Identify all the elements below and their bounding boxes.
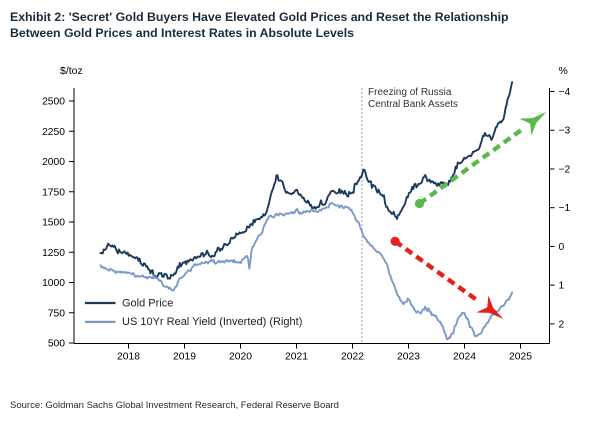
svg-text:2019: 2019	[173, 352, 196, 363]
svg-text:−3: −3	[559, 126, 571, 137]
svg-text:2250: 2250	[42, 127, 65, 138]
svg-text:$/toz: $/toz	[60, 65, 83, 77]
svg-text:2024: 2024	[453, 352, 476, 363]
svg-text:2025: 2025	[509, 352, 532, 363]
svg-text:1: 1	[559, 281, 565, 292]
svg-text:2020: 2020	[229, 352, 252, 363]
svg-text:1750: 1750	[42, 187, 65, 198]
svg-text:1250: 1250	[42, 248, 65, 259]
svg-text:2018: 2018	[117, 352, 140, 363]
svg-text:−2: −2	[559, 164, 571, 175]
svg-text:2500: 2500	[42, 97, 65, 108]
svg-text:%: %	[559, 65, 568, 77]
svg-text:2023: 2023	[397, 352, 420, 363]
svg-text:2021: 2021	[285, 352, 308, 363]
svg-text:−1: −1	[559, 203, 571, 214]
svg-text:−4: −4	[559, 87, 571, 98]
svg-text:Gold Price: Gold Price	[122, 297, 173, 309]
svg-text:750: 750	[48, 308, 65, 319]
svg-text:US 10Yr Real Yield (Inverted): US 10Yr Real Yield (Inverted) (Right)	[122, 316, 302, 328]
svg-text:1000: 1000	[42, 278, 65, 289]
svg-text:1500: 1500	[42, 218, 65, 229]
svg-text:2022: 2022	[341, 352, 364, 363]
svg-text:2: 2	[559, 319, 565, 330]
svg-text:Central Bank Assets: Central Bank Assets	[368, 99, 458, 110]
svg-text:0: 0	[559, 242, 565, 253]
svg-text:Freezing of Russia: Freezing of Russia	[368, 87, 452, 98]
svg-text:500: 500	[48, 339, 65, 350]
svg-text:2000: 2000	[42, 157, 65, 168]
